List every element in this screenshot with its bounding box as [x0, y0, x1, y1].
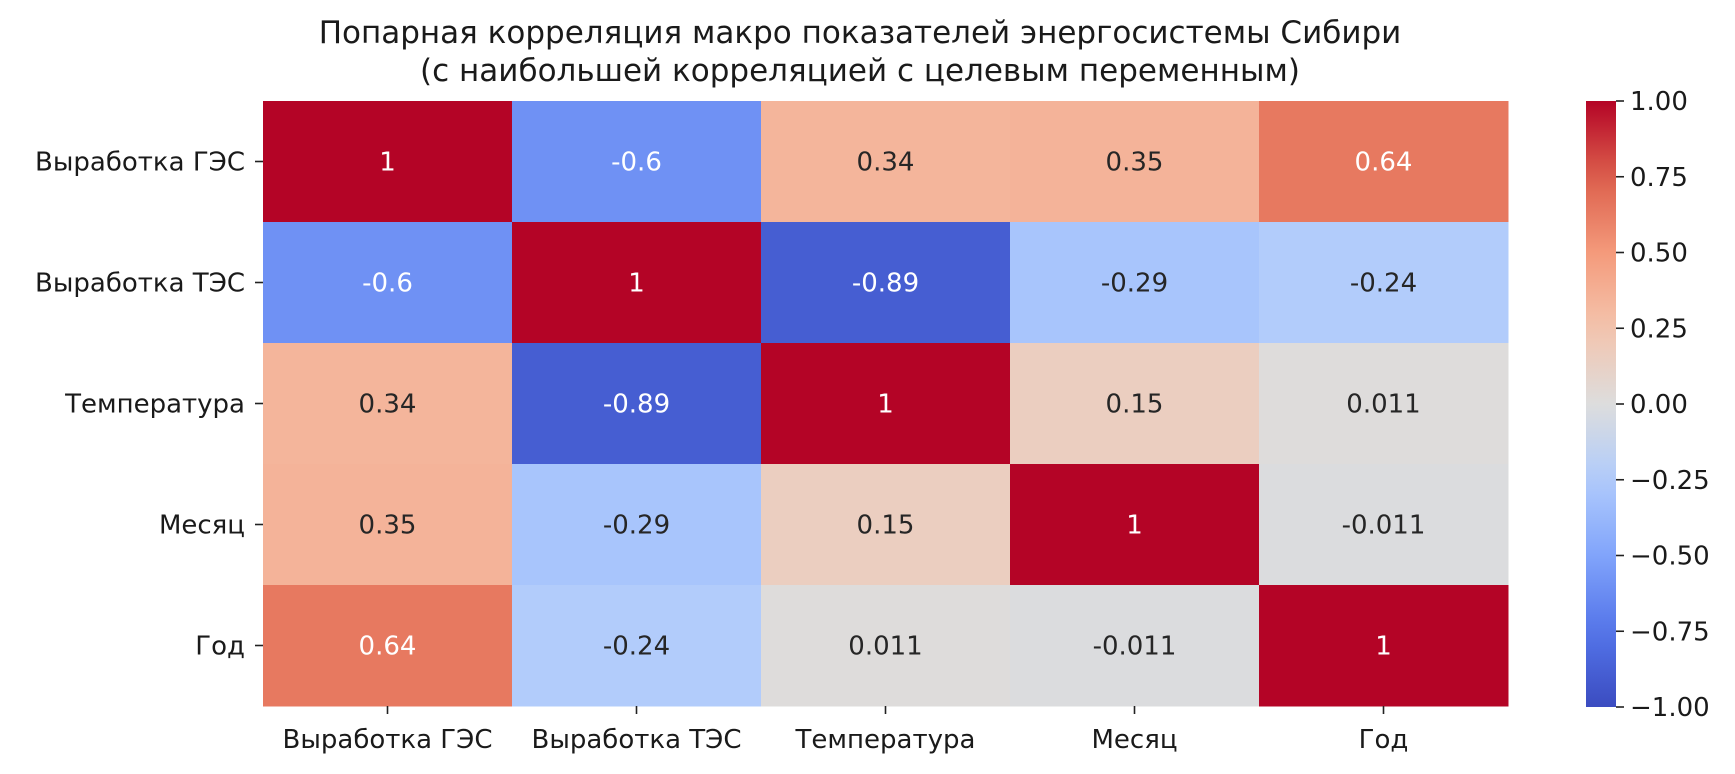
cell-value-label: 0.64	[359, 632, 417, 662]
colorbar-tick-label: 0.75	[1630, 163, 1688, 193]
cell-value-label: -0.6	[362, 269, 413, 299]
y-tick-label: Месяц	[159, 511, 245, 541]
y-tick-label: Год	[195, 632, 245, 662]
cell-value-label: 0.15	[1106, 390, 1164, 420]
x-axis: Выработка ГЭС Выработка ТЭС Температура Мес…	[283, 706, 1409, 755]
x-tick-label: Выработка ГЭС	[283, 725, 493, 755]
cell-value-label: 1	[877, 390, 894, 420]
cell-value-label: 1	[1126, 511, 1143, 541]
cell-value-label: -0.24	[1350, 269, 1417, 299]
heatmap-cell	[1010, 464, 1260, 586]
cell-value-label: 0.011	[848, 632, 922, 662]
cell-value-label: 1	[1375, 632, 1392, 662]
heatmap-cell	[1010, 101, 1260, 223]
y-axis: Выработка ГЭС Выработка ТЭС Температура Мес…	[35, 148, 263, 662]
heatmap-cell	[761, 464, 1011, 586]
heatmap-cell	[1010, 222, 1260, 344]
heatmap-cell	[263, 464, 513, 586]
cell-value-label: -0.011	[1342, 511, 1426, 541]
cell-value-label: 0.35	[359, 511, 417, 541]
cell-value-label: -0.24	[603, 632, 670, 662]
x-tick-label: Год	[1359, 725, 1409, 755]
cell-value-label: 0.34	[359, 390, 417, 420]
cell-value-label: 1	[628, 269, 645, 299]
heatmap-cell	[761, 222, 1011, 344]
heatmap-cell	[512, 585, 762, 707]
cell-value-label: -0.6	[611, 148, 662, 178]
heatmap-cell	[512, 222, 762, 344]
cell-value-label: 0.15	[857, 511, 915, 541]
colorbar-tick-label: −1.00	[1630, 693, 1710, 723]
heatmap-cell	[1010, 585, 1260, 707]
x-tick-label: Температура	[795, 725, 976, 755]
cell-value-label: 0.35	[1106, 148, 1164, 178]
heatmap-cell	[1259, 585, 1509, 707]
x-tick-label: Выработка ТЭС	[532, 725, 742, 755]
heatmap-cell	[263, 101, 513, 223]
chart-title-line: Попарная корреляция макро показателей эн…	[318, 15, 1402, 51]
heatmap-cell	[761, 101, 1011, 223]
heatmap-cell	[1259, 343, 1509, 465]
colorbar-tick-label: 0.50	[1630, 239, 1688, 269]
colorbar-gradient	[1586, 101, 1616, 707]
colorbar: 1.00 0.75 0.50 0.25 0.00 −0.25 −0.50 −0.75 −1.00	[1586, 87, 1710, 723]
heatmap-cell	[1259, 222, 1509, 344]
colorbar-tick-label: 0.25	[1630, 314, 1688, 344]
cell-value-label: -0.011	[1093, 632, 1177, 662]
cell-value-label: 1	[379, 148, 396, 178]
cell-value-label: -0.89	[852, 269, 919, 299]
cell-value-label: 0.64	[1355, 148, 1413, 178]
heatmap-cell	[1259, 101, 1509, 223]
x-tick-label: Месяц	[1091, 725, 1177, 755]
heatmap-cells: 1 -0.6 0.34 0.35 0.64 -0.6 1 -0.89 -0.29 -0.24 0.3…	[263, 101, 1509, 707]
heatmap-cell	[1010, 343, 1260, 465]
colorbar-tick-label: 0.00	[1630, 390, 1688, 420]
heatmap-cell	[512, 464, 762, 586]
y-tick-label: Температура	[64, 390, 245, 420]
chart-title: Попарная корреляция макро показателей эн…	[240, 14, 1480, 90]
cell-value-label: 0.34	[857, 148, 915, 178]
heatmap-cell	[761, 585, 1011, 707]
heatmap-cell	[263, 222, 513, 344]
heatmap-cell	[1259, 464, 1509, 586]
heatmap-cell	[263, 585, 513, 707]
cell-value-label: 0.011	[1346, 390, 1420, 420]
cell-value-label: -0.29	[603, 511, 670, 541]
chart-subtitle-line: (с наибольшей корреляцией с целевым пере…	[420, 53, 1300, 89]
heatmap-cell	[263, 343, 513, 465]
cell-value-label: -0.89	[603, 390, 670, 420]
heatmap-cell	[512, 343, 762, 465]
cell-value-label: -0.29	[1101, 269, 1168, 299]
colorbar-tick-label: −0.75	[1630, 617, 1710, 647]
colorbar-tick-label: −0.50	[1630, 542, 1710, 572]
colorbar-tick-label: −0.25	[1630, 466, 1710, 496]
heatmap-cell	[761, 343, 1011, 465]
y-tick-label: Выработка ГЭС	[35, 148, 245, 178]
colorbar-tick-label: 1.00	[1630, 87, 1688, 117]
heatmap-cell	[512, 101, 762, 223]
y-tick-label: Выработка ТЭС	[35, 269, 245, 299]
